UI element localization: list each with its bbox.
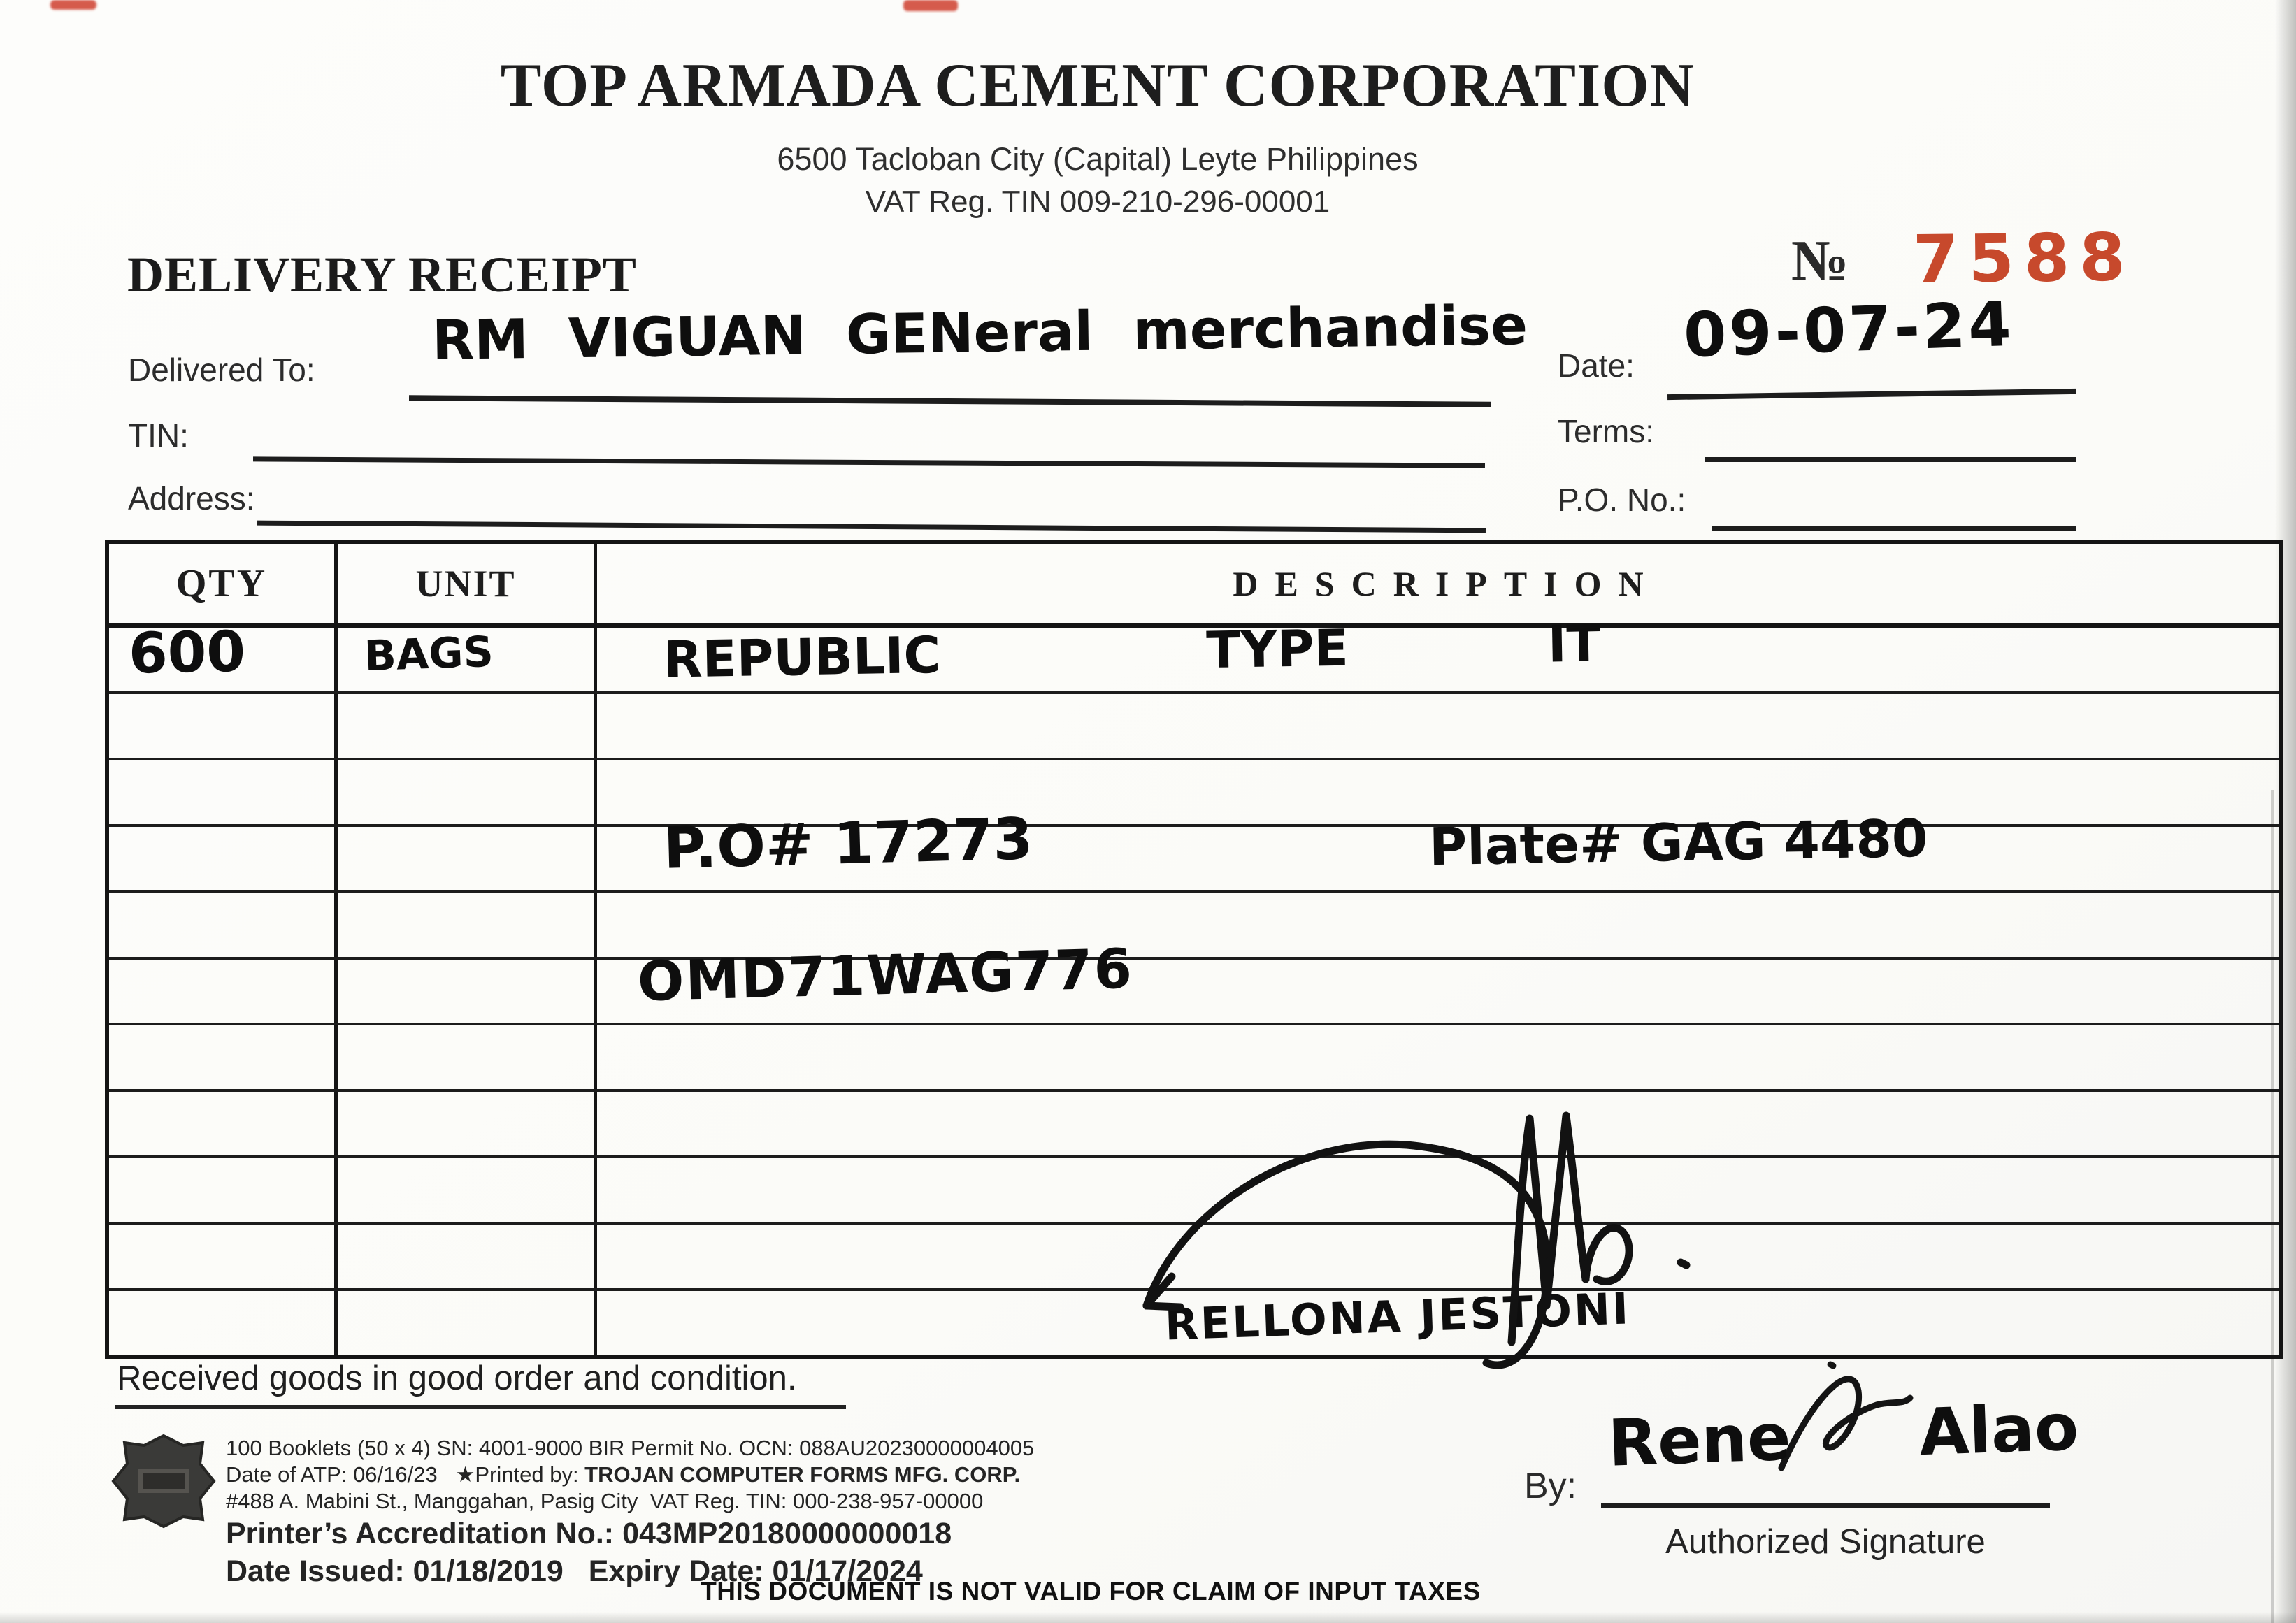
table-row (109, 1092, 2279, 1159)
table-row: 600 BAGS REPUBLIC TYPE IT (109, 614, 2279, 694)
delivered-to-line (408, 395, 1492, 407)
printer-accreditation: Printer’s Accreditation No.: 043MP201800… (226, 1517, 952, 1550)
authorized-signature-squiggle (1778, 1361, 1914, 1471)
by-label: By: (1524, 1466, 1577, 1506)
authorized-signature-label: Authorized Signature (1665, 1523, 1986, 1561)
receipt-number-symbol: № (1791, 229, 1849, 292)
unit-handwritten: BAGS (363, 627, 494, 681)
delivered-to-label: Delivered To: (128, 352, 315, 388)
reference-code-handwritten: OMD71WAG776 (636, 937, 1135, 1014)
unit-column-header: UNIT (338, 544, 597, 623)
table-row (109, 893, 2279, 960)
fineprint-atp: Date of ATP: 06/16/23 ★Printed by: (226, 1462, 585, 1487)
description-column-header: DESCRIPTION (1233, 564, 1660, 603)
issue-expiry-dates: Date Issued: 01/18/2019 Expiry Date: 01/… (226, 1555, 923, 1588)
company-name: TOP ARMADA CEMENT CORPORATION (500, 52, 1695, 120)
date-line (1667, 388, 2077, 401)
po-no-label: P.O. No.: (1558, 482, 1686, 518)
authorized-name-handwritten: Rene Alao (1607, 1390, 2080, 1481)
terms-line (1705, 457, 2076, 462)
qty-column-header: QTY (109, 544, 338, 623)
po-number-handwritten: P.O# 17273 (662, 805, 1034, 882)
tin-line (252, 456, 1486, 468)
paper-right-edge-shadow (2275, 0, 2296, 1623)
table-row (109, 1158, 2279, 1225)
table-row (109, 693, 2279, 760)
receiver-signature (1142, 1111, 1691, 1369)
qty-handwritten: 600 (128, 619, 246, 686)
address-line (257, 520, 1486, 533)
description-handwritten: REPUBLIC TYPE IT (663, 614, 1602, 689)
fineprint-line2: Date of ATP: 06/16/23 ★Printed by: TROJA… (226, 1462, 1020, 1487)
paper-edge-line (2271, 790, 2274, 1623)
fineprint-line1: 100 Booklets (50 x 4) SN: 4001-9000 BIR … (226, 1436, 1035, 1460)
items-table: QTY UNIT DESCRIPTION 600 BAGS REPUBLIC T… (105, 540, 2283, 1359)
po-no-line (1712, 526, 2076, 531)
date-label: Date: (1558, 347, 1635, 384)
receipt-number-value: 7588 (1912, 219, 2136, 298)
terms-label: Terms: (1558, 413, 1654, 449)
paper-bottom-edge-shadow (0, 1612, 2296, 1623)
received-note: Received goods in good order and conditi… (115, 1359, 846, 1409)
table-row: RELLONA JESTONI (109, 1283, 2279, 1355)
table-row: P.O# 17273 Plate# GAG 4480 (109, 806, 2279, 893)
table-row (109, 1225, 2279, 1292)
disclaimer: THIS DOCUMENT IS NOT VALID FOR CLAIM OF … (701, 1577, 1481, 1606)
table-row (109, 1025, 2279, 1092)
plate-number-handwritten: Plate# GAG 4480 (1428, 808, 1929, 877)
company-address: 6500 Tacloban City (Capital) Leyte Phili… (777, 141, 1419, 177)
fineprint-line3: #488 A. Mabini St., Manggahan, Pasig Cit… (226, 1489, 984, 1513)
authorized-signature-line (1601, 1503, 2050, 1508)
red-ink-smudge (50, 0, 96, 10)
table-row (109, 760, 2279, 827)
table-row: OMD71WAG776 (109, 937, 2279, 1026)
fineprint-printer-name: TROJAN COMPUTER FORMS MFG. CORP. (584, 1462, 1021, 1487)
delivered-to-handwritten-value: RM VIGUAN GENeral merchandise (431, 294, 1528, 373)
document-title: DELIVERY RECEIPT (127, 247, 637, 303)
items-table-header: QTY UNIT DESCRIPTION (109, 544, 2279, 628)
tin-label: TIN: (128, 417, 189, 454)
items-table-body: 600 BAGS REPUBLIC TYPE IT P.O# 17273 Pla… (109, 614, 2279, 1355)
red-ink-smudge (903, 0, 958, 11)
address-label: Address: (128, 480, 255, 517)
company-vat-tin: VAT Reg. TIN 009-210-296-00001 (865, 185, 1330, 219)
printer-logo (111, 1434, 216, 1529)
date-handwritten-value: 09-07-24 (1682, 287, 2016, 372)
